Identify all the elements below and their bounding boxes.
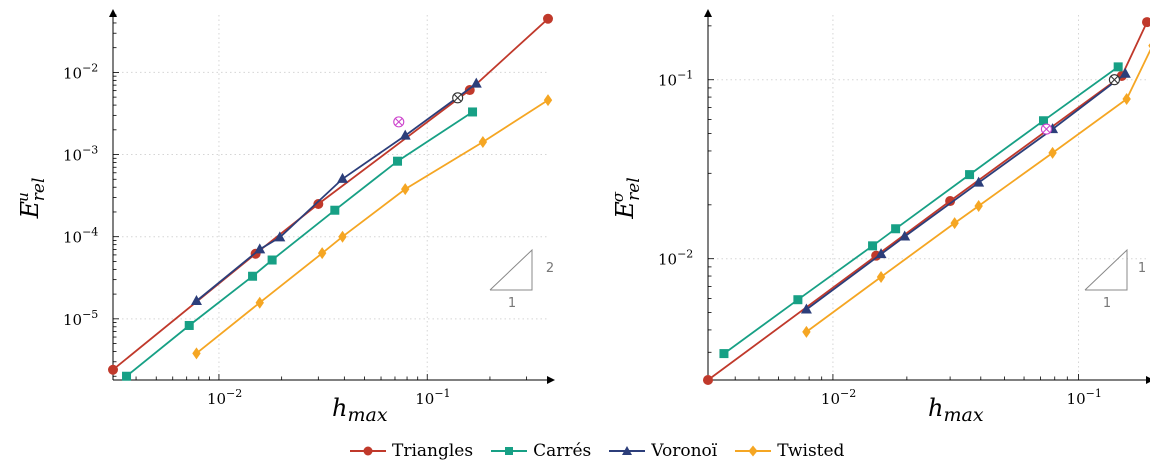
data-point-carres (1113, 62, 1123, 72)
slope-run-label: 1 (1103, 296, 1111, 311)
y-tick-label: 10−4 (63, 226, 98, 247)
slope-run-label: 1 (508, 296, 516, 311)
y-tick-label: 10−2 (63, 61, 98, 82)
y-tick-label: 10−5 (63, 308, 98, 329)
x-tick-label: 10−1 (1067, 387, 1102, 408)
data-point-carres (868, 241, 878, 251)
data-point-carres (330, 205, 340, 215)
x-axis-label: hmax (928, 394, 984, 426)
data-point-twisted (1048, 146, 1057, 159)
chart-panel-u: 10−2 10−1 10−5 10−4 10−3 10−2 hmax Eurel 2 1 (14, 9, 555, 426)
series-line-voronoi (195, 82, 477, 302)
legend-swatch-carres (491, 447, 528, 455)
legend-swatch-voronoi (609, 446, 646, 455)
y-tick-label: 10−2 (658, 248, 693, 269)
data-point-triangles (703, 375, 713, 385)
y-axis-arrow (109, 9, 117, 17)
series-line-voronoi (805, 73, 1126, 311)
series-line-carres (125, 111, 473, 377)
legend-label-carres: Carrés (533, 441, 592, 461)
legend-item-triangles: Triangles (348, 441, 473, 461)
otimes-marker (1108, 74, 1120, 86)
otimes-marker (1040, 123, 1052, 135)
x-axis-arrow (547, 376, 555, 384)
data-point-twisted (192, 347, 201, 360)
y-axis-label: Eurel (14, 178, 49, 220)
legend: Triangles Carrés Voronoï Twisted (348, 440, 844, 462)
x-axis-label: hmax (332, 394, 388, 426)
data-point-carres (891, 224, 901, 234)
legend-label-twisted: Twisted (777, 441, 845, 461)
series-line-twisted (195, 99, 549, 355)
data-point-voronoi (875, 248, 887, 259)
x-tick-label: 10−2 (821, 387, 856, 408)
slope-triangle (1084, 248, 1128, 291)
data-point-carres (184, 320, 194, 330)
data-point-voronoi (190, 294, 202, 305)
data-point-carres (468, 107, 478, 117)
data-point-triangles (108, 364, 118, 375)
data-point-twisted (255, 296, 264, 309)
series-line-triangles (707, 21, 1148, 381)
data-point-voronoi (1119, 67, 1131, 78)
legend-label-triangles: Triangles (392, 441, 474, 461)
data-point-twisted (950, 217, 959, 230)
x-tick-label: 10−2 (207, 387, 242, 408)
data-point-carres (1038, 116, 1048, 126)
data-point-carres (793, 295, 803, 305)
data-point-voronoi (470, 77, 482, 88)
data-point-twisted (1122, 93, 1131, 106)
data-point-twisted (802, 325, 811, 338)
data-point-twisted (974, 200, 983, 213)
data-point-twisted (876, 271, 886, 284)
y-tick-label: 10−1 (658, 69, 693, 90)
data-point-twisted (317, 247, 327, 260)
data-point-twisted (478, 136, 488, 149)
legend-swatch-triangles (350, 446, 386, 456)
data-point-carres (267, 255, 277, 265)
series-line-twisted (805, 48, 1150, 333)
data-point-triangles (945, 196, 956, 207)
data-point-twisted (401, 183, 410, 196)
y-tick-label: 10−3 (63, 144, 98, 165)
data-point-carres (248, 271, 258, 281)
y-axis-arrow (704, 9, 712, 17)
data-point-triangles (543, 13, 553, 24)
x-axis-arrow (1146, 376, 1150, 384)
data-point-twisted (543, 94, 553, 107)
legend-item-twisted: Twisted (733, 441, 844, 461)
data-point-voronoi (973, 176, 985, 187)
data-point-carres (122, 371, 132, 381)
data-point-triangles (313, 199, 324, 210)
slope-rise-label: 1 (1138, 261, 1146, 276)
data-point-voronoi (800, 303, 812, 314)
slope-rise-label: 2 (546, 261, 554, 276)
legend-item-voronoi: Voronoï (607, 441, 717, 461)
data-point-twisted (338, 230, 347, 243)
legend-swatch-twisted (735, 445, 772, 457)
otimes-marker (452, 92, 464, 104)
chart-panel-sigma: 10−2 10−1 10−2 10−1 hmax Eσrel 1 1 (609, 9, 1150, 426)
data-point-voronoi (399, 129, 411, 140)
legend-label-voronoi: Voronoï (651, 441, 718, 461)
data-point-voronoi (899, 230, 911, 241)
slope-triangle (489, 248, 533, 291)
data-point-carres (393, 156, 403, 166)
x-tick-label: 10−1 (415, 387, 450, 408)
data-point-carres (965, 170, 975, 180)
series-line-triangles (112, 18, 549, 371)
series-line-carres (723, 66, 1119, 355)
data-point-triangles (1142, 17, 1150, 28)
otimes-marker (393, 116, 405, 128)
data-point-voronoi (337, 172, 349, 183)
data-point-voronoi (254, 243, 266, 254)
data-point-carres (719, 349, 729, 359)
y-axis-label: Eσrel (609, 177, 644, 219)
data-point-voronoi (274, 231, 286, 242)
legend-item-carres: Carrés (489, 441, 591, 461)
